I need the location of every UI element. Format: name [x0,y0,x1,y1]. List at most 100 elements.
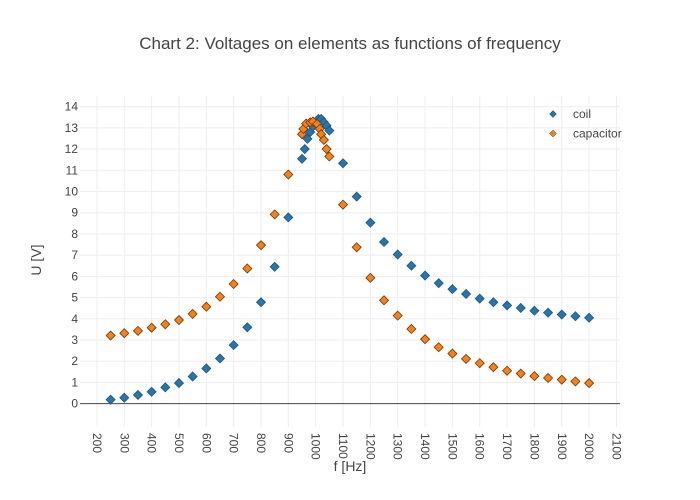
x-tick-label: 600 [199,433,213,453]
capacitor-point [488,362,499,373]
x-tick-label: 2100 [609,433,623,460]
x-tick-label: 400 [145,433,159,453]
coil-point [201,363,212,374]
capacitor-point [187,308,198,319]
series-capacitor [105,116,595,389]
legend-marker-coil [549,110,557,118]
capacitor-point [543,372,554,384]
capacitor-point [392,310,403,321]
coil-point [105,394,116,405]
coil-point [283,212,294,223]
x-tick-label: 1600 [473,433,487,460]
x-tick-label: 1500 [445,433,459,460]
coil-point [255,297,267,308]
x-tick-label: 1100 [336,433,350,459]
capacitor-point [201,301,212,312]
coil-point [474,293,485,304]
capacitor-point [318,134,329,145]
legend: coil capacitor [549,107,622,141]
x-tick-label: 1400 [418,433,432,460]
coil-point [515,302,526,314]
x-tick-labels: 200 300 400 500 600 700 800 900 1000 1100 1200 1300… [90,433,623,460]
coil-point [296,153,308,164]
x-tick-label: 1800 [527,433,541,460]
capacitor-point [556,374,567,385]
y-tick-label: 9 [71,206,78,220]
y-tick-label: 11 [66,163,79,177]
capacitor-point [351,242,362,253]
x-tick-label: 1200 [363,433,377,460]
capacitor-point [296,129,308,140]
legend-label-coil: coil [573,107,591,121]
x-tick-label: 1900 [555,433,569,460]
capacitor-point [269,209,280,220]
chart-title: Chart 2: Voltages on elements as functio… [139,34,561,53]
capacitor-point [433,342,444,353]
coil-point [488,297,499,308]
capacitor-point [447,348,458,359]
x-tick-label: 2000 [582,433,596,460]
coil-point [365,217,376,228]
coil-point [529,305,540,316]
y-tick-label: 6 [71,269,78,283]
x-tick-label: 900 [281,433,295,453]
capacitor-point [228,278,239,290]
capacitor-point [515,368,526,379]
series-coil [105,113,595,405]
coil-point [324,125,335,136]
coil-point [378,236,390,248]
capacitor-point [502,365,513,376]
y-axis-label: U [V] [28,244,44,275]
capacitor-point [419,334,431,345]
coil-point [173,378,185,389]
data-points [105,113,595,405]
y-tick-label: 8 [71,227,78,241]
coil-point [337,158,349,169]
coil-point [433,278,444,289]
coil-point [299,143,310,155]
y-tick-label: 14 [65,100,79,114]
coil-point [406,260,417,271]
coil-point [187,371,198,382]
coil-point [302,133,313,144]
coil-point [543,307,554,318]
capacitor-point [321,143,332,155]
coil-point [146,386,157,397]
x-tick-label: 800 [254,433,268,453]
capacitor-point [406,323,417,335]
capacitor-point [365,272,376,283]
coil-point [228,340,239,351]
capacitor-point [146,322,157,333]
coil-point [556,309,567,320]
coil-point [447,284,458,295]
coil-point [502,300,513,311]
capacitor-point [242,263,253,274]
gridlines [80,96,620,427]
y-tick-label: 13 [65,121,79,135]
capacitor-point [105,330,116,341]
capacitor-point [461,353,472,364]
capacitor-point [283,169,294,180]
x-tick-label: 1000 [309,433,323,460]
y-tick-label: 12 [65,142,79,156]
capacitor-point [584,378,595,389]
x-axis-label: f [Hz] [334,458,367,474]
coil-point [461,288,472,300]
y-tick-label: 7 [71,248,78,262]
capacitor-point [160,319,171,330]
x-tick-label: 1700 [500,433,514,460]
capacitor-point [337,199,349,210]
coil-point [351,191,362,202]
y-tick-label: 5 [71,291,78,305]
x-tick-label: 200 [90,433,104,453]
capacitor-point [324,151,335,162]
coil-point [132,389,144,401]
y-tick-label: 1 [71,375,78,389]
coil-point [419,270,431,281]
legend-label-capacitor: capacitor [573,127,622,141]
coil-point [214,353,226,364]
legend-marker-capacitor [549,129,557,138]
y-tick-label: 3 [71,333,78,347]
coil-point [584,312,595,323]
capacitor-point [255,240,267,251]
